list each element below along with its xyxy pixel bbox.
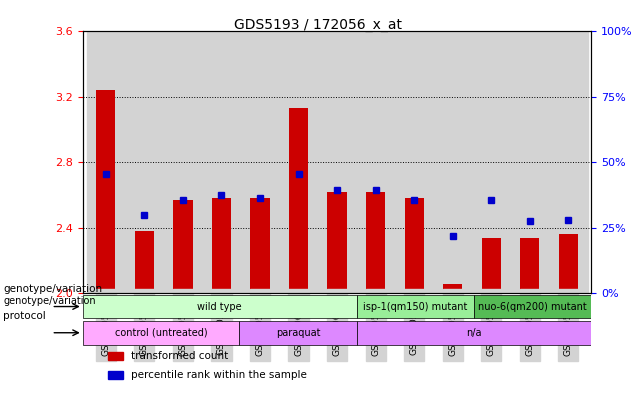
Bar xyxy=(135,231,154,294)
Bar xyxy=(108,352,123,360)
Bar xyxy=(328,192,347,294)
Text: percentile rank within the sample: percentile rank within the sample xyxy=(131,370,307,380)
Text: protocol: protocol xyxy=(3,311,46,321)
Bar xyxy=(202,31,240,294)
Bar xyxy=(395,31,434,294)
FancyBboxPatch shape xyxy=(357,321,591,345)
Bar xyxy=(125,31,163,294)
Bar xyxy=(356,31,395,294)
Text: genotype/variation: genotype/variation xyxy=(3,284,102,294)
Bar xyxy=(404,198,424,294)
Bar xyxy=(366,192,385,294)
Bar xyxy=(481,238,501,294)
Bar xyxy=(108,371,123,379)
Text: wild type: wild type xyxy=(197,301,242,312)
Bar xyxy=(86,31,125,294)
Bar xyxy=(558,235,578,294)
FancyBboxPatch shape xyxy=(357,295,474,318)
Bar xyxy=(173,200,193,294)
Text: control (untreated): control (untreated) xyxy=(114,328,207,338)
Text: GDS5193 / 172056_x_at: GDS5193 / 172056_x_at xyxy=(234,18,402,32)
Bar xyxy=(520,238,539,294)
Bar xyxy=(96,90,116,294)
FancyBboxPatch shape xyxy=(239,321,357,345)
Bar xyxy=(212,198,231,294)
Bar xyxy=(443,284,462,294)
Bar xyxy=(163,31,202,294)
Text: paraquat: paraquat xyxy=(275,328,320,338)
Bar xyxy=(511,31,549,294)
FancyBboxPatch shape xyxy=(83,321,239,345)
Text: isp-1(qm150) mutant: isp-1(qm150) mutant xyxy=(363,301,467,312)
Bar xyxy=(318,31,356,294)
Bar xyxy=(240,31,279,294)
Bar xyxy=(549,31,588,294)
Bar xyxy=(434,31,472,294)
Bar xyxy=(251,198,270,294)
FancyBboxPatch shape xyxy=(474,295,591,318)
Bar xyxy=(289,108,308,294)
Text: n/a: n/a xyxy=(466,328,482,338)
FancyBboxPatch shape xyxy=(83,295,357,318)
Bar xyxy=(472,31,511,294)
Text: nuo-6(qm200) mutant: nuo-6(qm200) mutant xyxy=(478,301,587,312)
Text: genotype/variation: genotype/variation xyxy=(3,296,96,306)
Bar xyxy=(279,31,318,294)
Text: transformed count: transformed count xyxy=(131,351,228,361)
